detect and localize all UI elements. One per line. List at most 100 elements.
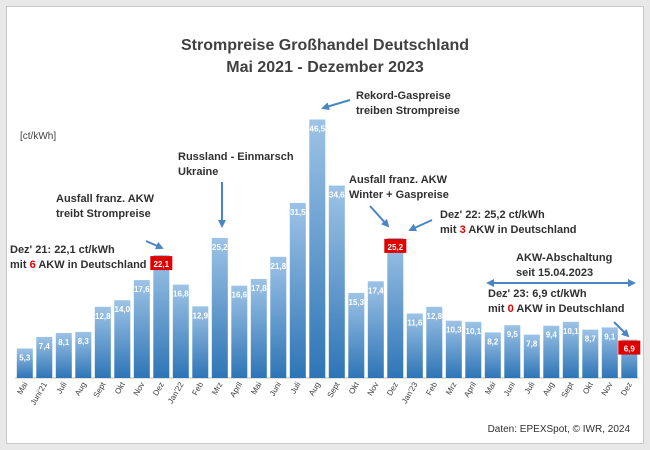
annotation-dez22-line2a: mit bbox=[440, 224, 460, 236]
x-tick-label-15: Aug bbox=[307, 381, 322, 398]
value-label-10: 25,2 bbox=[212, 243, 228, 252]
x-tick-label-23: April bbox=[462, 380, 478, 399]
value-label-14: 31,5 bbox=[290, 208, 306, 217]
x-tick-label-3: Aug bbox=[73, 381, 88, 398]
value-label-5: 14,0 bbox=[115, 305, 131, 314]
x-tick-label-18: Nov bbox=[366, 381, 381, 398]
value-label-2: 8,1 bbox=[58, 338, 70, 347]
x-tick-label-25: Juni bbox=[502, 380, 517, 397]
highlight-label-bg-19 bbox=[384, 238, 407, 253]
annotation-rekord: Rekord-Gaspreise treiben Strompreise bbox=[356, 89, 460, 119]
value-label-4: 12,8 bbox=[95, 312, 111, 321]
annotation-ausfall-2: Ausfall franz. AKW Winter + Gaspreise bbox=[349, 173, 449, 203]
annotation-ausfall-1-line2: treibt Strompreise bbox=[56, 208, 151, 220]
annotation-abschaltung-line2: seit 15.04.2023 bbox=[516, 267, 594, 279]
bar-14 bbox=[289, 202, 306, 378]
value-label-28: 10,1 bbox=[563, 327, 579, 336]
bar-10 bbox=[211, 237, 228, 378]
annotation-ausfall-2-line2: Winter + Gaspreise bbox=[349, 189, 449, 201]
x-tick-label-8: Jan'22 bbox=[166, 380, 186, 405]
annotation-ausfall-1-line1: Ausfall franz. AKW bbox=[56, 193, 154, 205]
x-tick-label-2: Juli bbox=[55, 380, 69, 395]
value-label-26: 7,8 bbox=[526, 340, 538, 349]
value-label-7: 22,1 bbox=[154, 260, 170, 269]
bar-3 bbox=[75, 331, 92, 378]
value-label-0: 5,3 bbox=[19, 354, 31, 363]
value-label-24: 8,2 bbox=[487, 337, 499, 346]
bar-24 bbox=[484, 332, 501, 378]
value-label-29: 8,7 bbox=[585, 335, 597, 344]
bar-26 bbox=[523, 334, 540, 378]
value-label-9: 12,9 bbox=[193, 311, 209, 320]
value-label-12: 17,8 bbox=[251, 284, 267, 293]
value-label-16: 34,6 bbox=[329, 191, 345, 200]
x-tick-label-10: Mrz bbox=[210, 381, 224, 397]
value-label-18: 17,4 bbox=[368, 286, 384, 295]
annotation-rekord-line1: Rekord-Gaspreise bbox=[356, 90, 451, 102]
annotation-dez21-line2b: AKW in Deutschland bbox=[35, 259, 147, 271]
highlight-label-bg-7 bbox=[150, 256, 173, 271]
x-tick-label-22: Mrz bbox=[444, 381, 458, 397]
value-label-13: 21,8 bbox=[271, 262, 287, 271]
x-tick-label-11: April bbox=[228, 380, 244, 399]
value-label-1: 7,4 bbox=[39, 342, 51, 351]
arrow-dez23 bbox=[613, 321, 630, 338]
arrow-dez21 bbox=[145, 240, 164, 250]
x-tick-label-17: Okt bbox=[347, 380, 361, 396]
x-tick-label-13: Juni bbox=[268, 380, 283, 397]
bar-2 bbox=[55, 333, 72, 378]
x-tick-label-21: Feb bbox=[424, 380, 439, 397]
chart-subtitle: Mai 2021 - Dezember 2023 bbox=[226, 59, 424, 76]
bar-0 bbox=[16, 348, 33, 378]
annotation-dez23-count: 0 bbox=[507, 303, 514, 315]
x-tick-label-0: Mai bbox=[15, 380, 29, 396]
x-tick-label-20: Jan'23 bbox=[400, 380, 420, 405]
value-label-11: 16,6 bbox=[232, 291, 248, 300]
bar-23 bbox=[465, 321, 482, 378]
x-tick-label-7: Dez bbox=[151, 381, 166, 398]
annotation-abschaltung-line1: AKW-Abschaltung bbox=[516, 252, 613, 264]
bar-15 bbox=[309, 119, 326, 378]
x-tick-label-31: Dez bbox=[619, 381, 634, 398]
chart-title: Strompreise Großhandel Deutschland bbox=[180, 37, 470, 54]
value-label-21: 12,8 bbox=[427, 312, 443, 321]
annotation-dez22-line1: Dez' 22: 25,2 ct/kWh bbox=[440, 209, 545, 221]
value-label-20: 11,6 bbox=[407, 319, 423, 328]
x-tick-label-16: Sept bbox=[326, 380, 342, 399]
x-tick-label-5: Okt bbox=[113, 380, 127, 396]
x-tick-label-30: Nov bbox=[600, 381, 615, 398]
bar-1 bbox=[36, 336, 53, 378]
bar-5 bbox=[114, 300, 131, 378]
annotation-dez21: Dez' 21: 22,1 ct/kWh mit 6 AKW in Deutsc… bbox=[10, 243, 147, 273]
bar-25 bbox=[504, 325, 521, 378]
bar-13 bbox=[270, 256, 287, 378]
annotation-dez22-count: 3 bbox=[459, 224, 466, 236]
annotation-ausfall-1: Ausfall franz. AKW treibt Strompreise bbox=[56, 192, 154, 222]
bar-28 bbox=[562, 321, 579, 378]
bar-16 bbox=[328, 185, 345, 378]
arrow-rekord bbox=[321, 99, 351, 111]
x-tick-label-24: Mai bbox=[483, 380, 497, 396]
annotation-russland: Russland - Einmarsch Ukraine bbox=[178, 150, 294, 180]
bar-7 bbox=[153, 255, 170, 378]
annotation-dez22-line2b: AKW in Deutschland bbox=[465, 224, 577, 236]
annotation-dez23-line2b: AKW in Deutschland bbox=[513, 303, 625, 315]
bar-30 bbox=[601, 327, 618, 378]
x-tick-label-14: Juli bbox=[289, 380, 303, 395]
bar-27 bbox=[543, 325, 560, 378]
x-tick-label-4: Sept bbox=[92, 380, 108, 399]
x-tick-label-27: Aug bbox=[541, 381, 556, 398]
bar-29 bbox=[582, 329, 599, 378]
x-tick-label-12: Mai bbox=[249, 380, 263, 396]
annotation-ausfall-2-line1: Ausfall franz. AKW bbox=[349, 174, 447, 186]
value-label-23: 10,1 bbox=[466, 327, 482, 336]
bar-22 bbox=[445, 320, 462, 378]
arrow-dez22 bbox=[408, 219, 433, 232]
bar-11 bbox=[231, 285, 248, 378]
annotation-dez23-line1: Dez' 23: 6,9 ct/kWh bbox=[488, 288, 587, 300]
value-label-31: 6,9 bbox=[624, 345, 636, 354]
x-tick-label-29: Okt bbox=[581, 380, 595, 396]
annotation-dez21-count: 6 bbox=[29, 259, 36, 271]
value-label-8: 16,8 bbox=[173, 290, 189, 299]
